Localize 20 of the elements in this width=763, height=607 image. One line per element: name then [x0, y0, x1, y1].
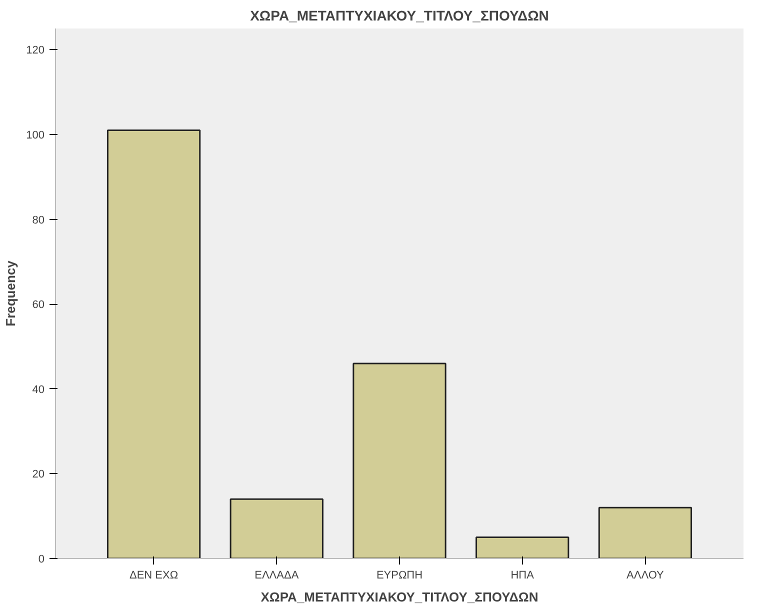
y-tick-label: 20: [32, 468, 45, 481]
bar: [476, 536, 570, 558]
x-tick-label: ΑΛΛΟΥ: [626, 570, 665, 582]
x-tick-label: ΕΛΛΑΔΑ: [254, 570, 300, 582]
y-tick-label: 100: [26, 130, 45, 142]
x-tick-label: ΕΥΡΩΠΗ: [376, 570, 423, 582]
chart-title: ΧΩΡΑ_ΜΕΤΑΠΤΥΧΙΑΚΟΥ_ΤΙΤΛΟΥ_ΣΠΟΥΔΩΝ: [250, 8, 549, 24]
y-tick-label: 60: [32, 299, 45, 312]
x-tick-label: ΔΕΝ ΕΧΩ: [129, 570, 178, 582]
x-tick-label: ΗΠΑ: [510, 570, 535, 582]
y-tick-label: 120: [26, 44, 45, 57]
y-axis-title: Frequency: [3, 260, 18, 326]
y-tick-label: 0: [38, 554, 45, 566]
x-axis-title: ΧΩΡΑ_ΜΕΤΑΠΤΥΧΙΑΚΟΥ_ΤΙΤΛΟΥ_ΣΠΟΥΔΩΝ: [260, 590, 538, 604]
bar: [106, 130, 201, 558]
bar: [352, 362, 446, 558]
y-tick-label: 40: [32, 384, 45, 396]
bar: [230, 498, 324, 558]
bar: [598, 506, 692, 558]
y-tick-label: 80: [32, 214, 45, 226]
